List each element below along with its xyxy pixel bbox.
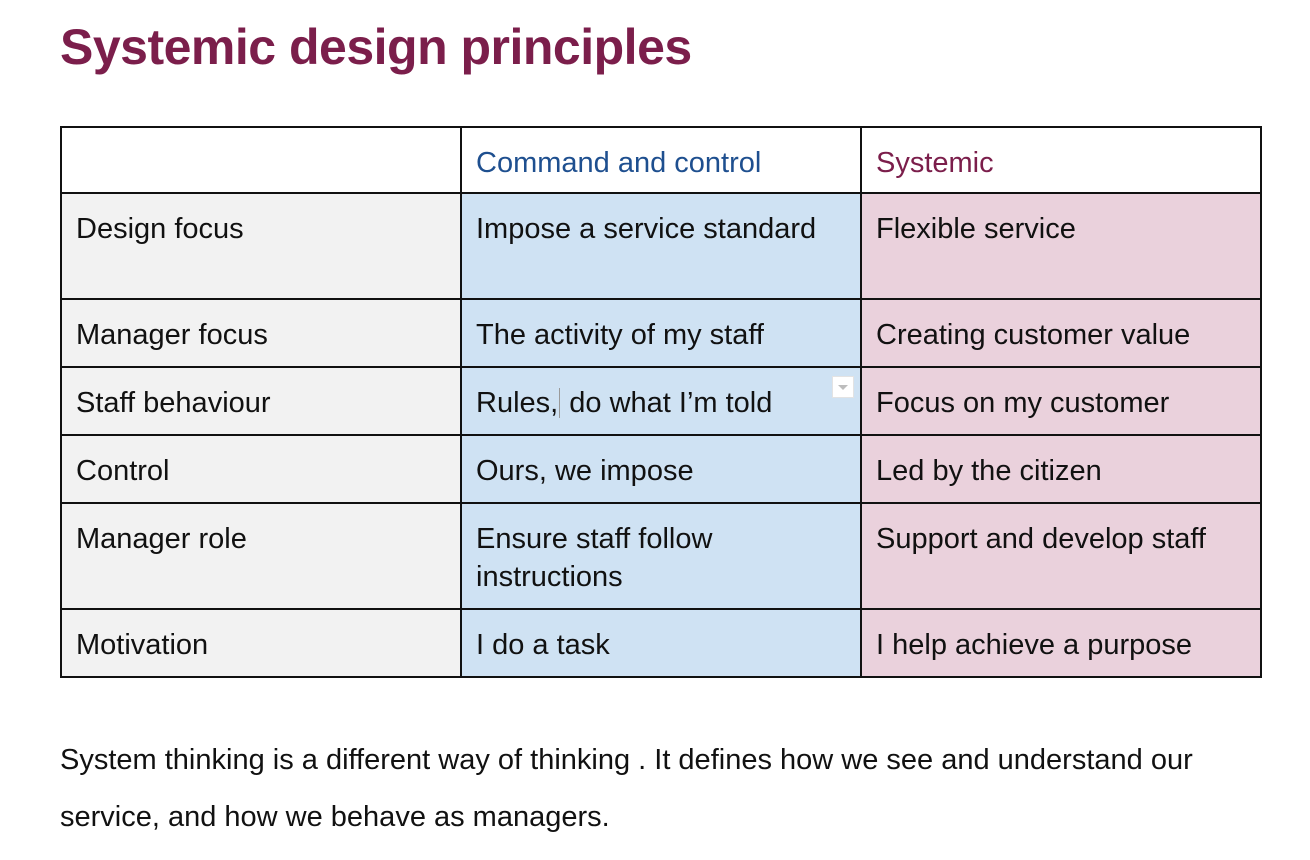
table-row: Manager focus The activity of my staff C… [60,298,1262,368]
page-title: Systemic design principles [60,19,692,75]
chevron-down-icon[interactable] [832,376,854,398]
command-and-control-cell[interactable]: Rules, do what I’m told [460,366,862,436]
systemic-cell[interactable]: Focus on my customer [860,366,1262,436]
body-paragraph: System thinking is a different way of th… [60,744,1193,833]
table-row: Design focus Impose a service standard F… [60,192,1262,300]
table-row: Staff behaviour Rules, do what I’m told … [60,366,1262,436]
systemic-cell[interactable]: Creating customer value [860,298,1262,368]
row-label[interactable]: Motivation [60,608,462,678]
header-empty-cell [60,126,462,194]
systemic-cell[interactable]: Led by the citizen [860,434,1262,504]
systemic-cell[interactable]: Support and develop staff [860,502,1262,610]
command-and-control-cell[interactable]: I do a task [460,608,862,678]
systemic-cell[interactable]: Flexible service [860,192,1262,300]
systemic-cell[interactable]: I help achieve a purpose [860,608,1262,678]
table-row: Motivation I do a task I help achieve a … [60,608,1262,678]
cell-text-part: Rules, [476,387,559,419]
command-and-control-cell[interactable]: The activity of my staff [460,298,862,368]
text-cursor [559,388,561,418]
row-label[interactable]: Staff behaviour [60,366,462,436]
table-row: Manager role Ensure staff follow instruc… [60,502,1262,610]
row-label[interactable]: Design focus [60,192,462,300]
row-label[interactable]: Manager role [60,502,462,610]
table-header-row: Command and control Systemic [60,126,1262,194]
header-systemic: Systemic [860,126,1262,194]
principles-table: Command and control Systemic Design focu… [60,126,1262,678]
table-row: Control Ours, we impose Led by the citiz… [60,434,1262,504]
row-label[interactable]: Control [60,434,462,504]
cell-text-part: do what I’m told [561,387,773,419]
command-and-control-cell[interactable]: Impose a service standard [460,192,862,300]
header-command-and-control: Command and control [460,126,862,194]
command-and-control-cell[interactable]: Ours, we impose [460,434,862,504]
row-label[interactable]: Manager focus [60,298,462,368]
command-and-control-cell[interactable]: Ensure staff follow instructions [460,502,862,610]
